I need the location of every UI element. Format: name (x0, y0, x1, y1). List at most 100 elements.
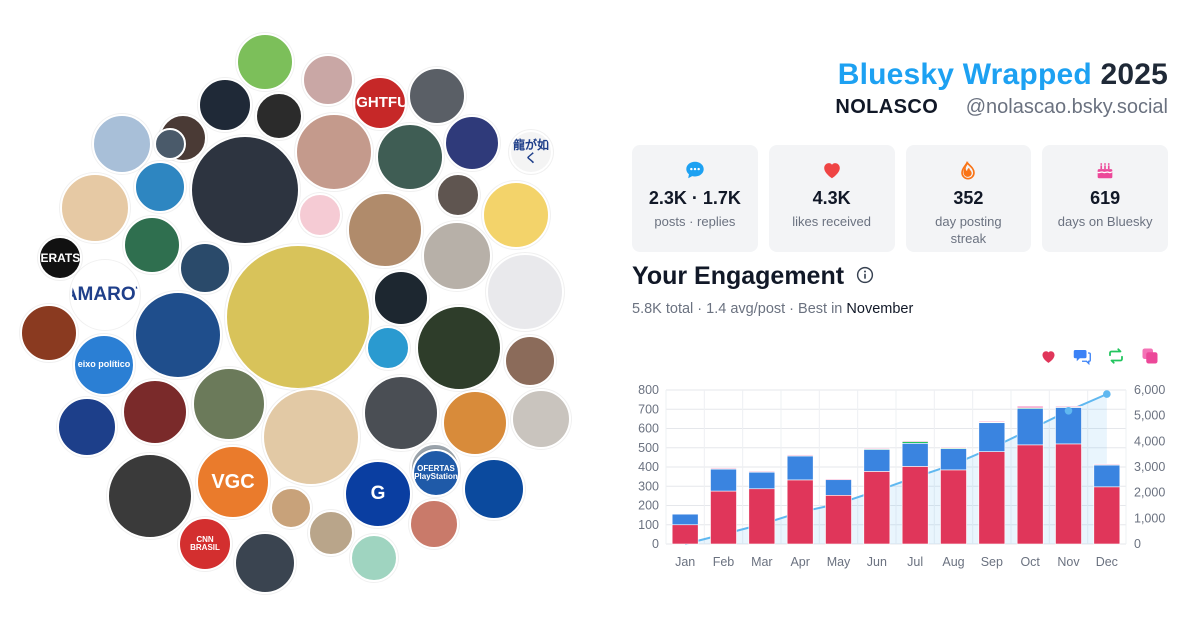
avatar[interactable] (302, 54, 354, 106)
avatar[interactable] (366, 326, 410, 370)
stat-card-posts: 2.3K · 1.7K posts · replies (632, 145, 758, 252)
bar-replies (940, 448, 967, 471)
cake-icon (1042, 159, 1168, 181)
avatar[interactable] (347, 192, 423, 268)
x-tick-label: Dec (1096, 555, 1118, 569)
avatar[interactable] (198, 78, 252, 132)
engagement-summary: 5.8K total · 1.4 avg/post · Best in Nove… (632, 301, 914, 317)
engagement-average: 1.4 avg/post (706, 301, 786, 317)
avatar[interactable] (482, 181, 550, 249)
avatar[interactable] (408, 67, 466, 125)
x-tick-label: Aug (942, 555, 964, 569)
avatar[interactable] (192, 367, 266, 441)
reply-icon[interactable] (1072, 346, 1092, 366)
bar-quotes (786, 454, 814, 456)
bar-replies (978, 422, 1006, 452)
stat-card-likes: 4.3K likes received (768, 145, 895, 252)
avatar[interactable] (236, 33, 294, 91)
avatar[interactable] (134, 291, 222, 379)
avatar[interactable]: VGC (196, 445, 270, 519)
avatar[interactable] (511, 389, 571, 449)
bar-likes (786, 479, 814, 545)
engagement-title: Your Engagement (632, 262, 913, 291)
y-right-tick-label: 3,000 (1134, 460, 1165, 474)
avatar[interactable] (20, 304, 78, 362)
avatar[interactable] (295, 113, 373, 191)
engagement-total: 5.8K total (632, 301, 694, 317)
avatar[interactable] (416, 305, 502, 391)
avatar[interactable]: eixo político (73, 334, 135, 396)
avatar[interactable] (154, 128, 186, 160)
avatar[interactable]: 龍が如く (509, 130, 553, 174)
avatar[interactable] (107, 453, 193, 539)
y-right-tick-label: 1,000 (1134, 511, 1165, 525)
speech-bubble-icon (632, 159, 758, 181)
avatar[interactable]: G (344, 460, 412, 528)
avatar[interactable] (134, 161, 186, 213)
bar-likes (978, 451, 1006, 545)
user-handle: @nolascao.bsky.social (965, 96, 1168, 118)
stat-label: day posting streak (935, 214, 1002, 246)
x-tick-label: Nov (1057, 555, 1080, 569)
avatar[interactable] (308, 510, 354, 556)
avatar[interactable] (298, 193, 342, 237)
avatar[interactable] (363, 375, 439, 451)
avatar[interactable] (350, 534, 398, 582)
avatar-label: eixo político (77, 359, 131, 370)
stat-card-streak: 352 day posting streak (905, 145, 1032, 252)
avatar-label: OFERTAS PlayStation (414, 463, 458, 481)
avatar[interactable]: CNN BRASIL (178, 517, 232, 571)
avatar[interactable] (60, 173, 130, 243)
bar-likes (1093, 486, 1121, 545)
bar-quotes (901, 440, 929, 442)
avatar[interactable] (376, 123, 444, 191)
engagement-chart: 0 100 200 300 400 500 600 700 800 0 1,000 2,000 3,00… (638, 383, 1165, 569)
bar-quotes (940, 446, 967, 449)
info-icon[interactable] (856, 262, 874, 291)
avatar[interactable] (262, 388, 360, 486)
x-tick-label: May (827, 555, 851, 569)
avatar[interactable] (463, 458, 525, 520)
avatar[interactable] (436, 173, 480, 217)
follower-avatar-cloud: FIGHTFUL 龍が如く GERATSU CAMAROTE eixo político… (20, 33, 571, 594)
stat-label: days on Bluesky (1057, 214, 1153, 229)
bar-replies (786, 455, 814, 481)
avatar[interactable] (444, 115, 500, 171)
bar-replies (1093, 464, 1121, 488)
avatar[interactable] (486, 253, 564, 331)
avatar[interactable]: GERATSU (38, 236, 82, 280)
avatar[interactable] (57, 397, 117, 457)
stat-card-days: 619 days on Bluesky (1042, 145, 1168, 252)
avatar[interactable] (123, 216, 181, 274)
avatar[interactable] (179, 242, 231, 294)
avatar[interactable] (373, 270, 429, 326)
x-tick-label: Feb (713, 555, 735, 569)
chart-legend (1038, 346, 1160, 366)
heart-icon[interactable] (1038, 346, 1058, 366)
avatar[interactable] (122, 379, 188, 445)
avatar[interactable] (190, 135, 300, 245)
user-line: NOLASCO @nolascao.bsky.social (835, 96, 1168, 119)
y-left-tick-label: 100 (638, 518, 659, 532)
avatar[interactable] (255, 92, 303, 140)
avatar[interactable] (270, 487, 312, 529)
avatar[interactable] (92, 114, 152, 174)
x-tick-label: Sep (981, 555, 1003, 569)
flame-icon (906, 159, 1032, 181)
avatar[interactable] (409, 499, 459, 549)
avatar[interactable] (225, 244, 371, 390)
avatar-label: GERATSU (40, 250, 81, 265)
repost-icon[interactable] (1106, 346, 1126, 366)
bar-quotes (710, 467, 737, 470)
wrapped-header: Bluesky Wrapped 2025 NOLASCO @nolascao.b… (835, 58, 1168, 119)
avatar[interactable] (442, 390, 508, 456)
avatar[interactable] (422, 221, 492, 291)
bar-likes (825, 494, 852, 545)
avatar[interactable] (234, 532, 296, 594)
avatar[interactable]: CAMAROTE (70, 260, 140, 330)
y-left-tick-label: 300 (638, 479, 659, 493)
avatar[interactable]: FIGHTFUL (353, 76, 407, 130)
avatar[interactable] (504, 335, 556, 387)
quote-icon[interactable] (1140, 346, 1160, 366)
avatar[interactable]: OFERTAS PlayStation (412, 449, 460, 497)
